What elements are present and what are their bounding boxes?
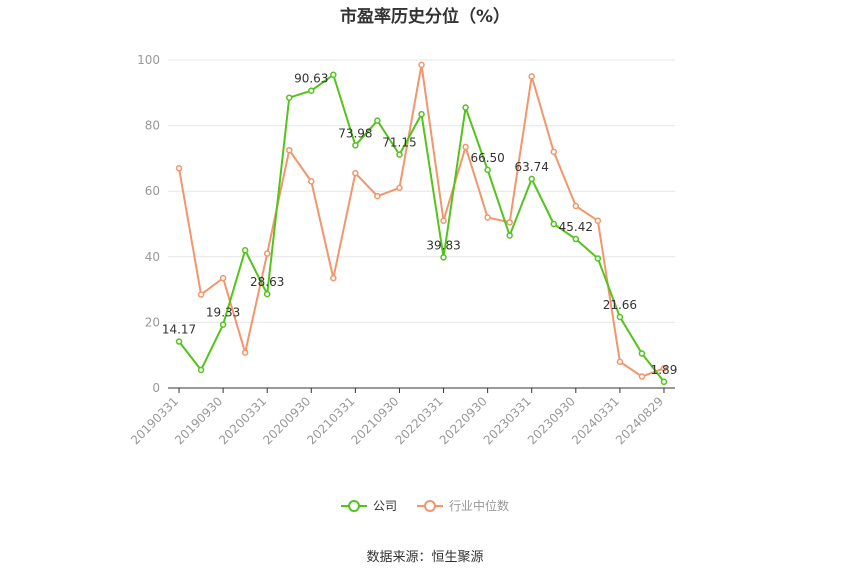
data-point-0: [418, 110, 425, 118]
data-point-1: [550, 148, 558, 156]
data-label: 39.83: [426, 238, 460, 252]
legend-item-industry-median[interactable]: 行业中位数: [417, 497, 509, 514]
data-point-0: [263, 290, 271, 298]
data-label: 19.33: [206, 306, 240, 320]
data-point-0: [241, 246, 249, 254]
data-point-1: [352, 169, 359, 177]
data-point-0: [219, 321, 227, 328]
data-point-1: [528, 73, 535, 80]
data-point-1: [285, 146, 293, 154]
data-point-0: [352, 142, 359, 149]
data-point-0: [197, 366, 205, 374]
legend-swatch-industry-median: [417, 499, 443, 512]
data-point-0: [308, 87, 315, 94]
data-point-1: [462, 143, 469, 151]
legend-label-industry-median: 行业中位数: [449, 499, 510, 513]
legend-swatch-company: [340, 499, 367, 512]
data-source-note: 数据来源：恒生聚源: [366, 550, 484, 565]
chart-title: 市盈率历史分位（%）: [339, 7, 511, 27]
data-point-0: [616, 313, 624, 321]
data-label: 90.63: [294, 72, 328, 86]
data-label: 14.17: [162, 323, 196, 337]
data-point-1: [506, 219, 513, 226]
data-point-1: [440, 217, 447, 224]
legend: 公司 行业中位数: [0, 497, 850, 514]
data-point-1: [638, 373, 646, 380]
y-tick-label: 100: [137, 53, 160, 67]
data-point-1: [616, 358, 624, 366]
data-point-1: [263, 250, 271, 257]
y-tick-label: 80: [145, 119, 160, 133]
data-point-1: [660, 365, 668, 372]
data-label: 45.42: [559, 220, 593, 234]
data-point-0: [484, 166, 491, 174]
data-point-0: [660, 378, 668, 386]
data-point-1: [219, 274, 227, 282]
data-point-1: [396, 184, 403, 192]
data-point-0: [528, 175, 535, 183]
data-point-0: [440, 254, 447, 261]
data-point-0: [330, 71, 337, 79]
data-point-0: [462, 104, 469, 111]
data-point-0: [175, 338, 183, 345]
y-tick-label: 60: [145, 184, 160, 198]
y-tick-label: 0: [152, 381, 160, 395]
data-point-1: [374, 192, 381, 200]
data-point-1: [418, 61, 425, 69]
x-tick-label: 20240829: [613, 394, 666, 447]
data-label: 28.63: [250, 275, 284, 289]
data-point-1: [308, 178, 315, 185]
data-point-1: [241, 349, 249, 356]
data-label: 21.66: [603, 298, 637, 312]
data-label: 73.98: [338, 126, 372, 140]
data-point-1: [572, 202, 580, 210]
data-point-0: [550, 220, 558, 228]
data-point-0: [374, 117, 381, 124]
data-label: 71.15: [382, 136, 416, 150]
data-point-0: [506, 232, 513, 239]
data-label: 66.50: [470, 151, 504, 165]
data-point-0: [396, 151, 403, 158]
legend-item-company[interactable]: 公司: [340, 497, 397, 514]
data-point-1: [484, 214, 491, 221]
legend-label-company: 公司: [372, 499, 397, 513]
y-tick-label: 20: [145, 315, 160, 329]
data-label: 1.89: [651, 363, 678, 377]
data-point-0: [594, 255, 602, 262]
data-point-1: [594, 217, 602, 224]
data-point-1: [330, 274, 337, 282]
y-tick-label: 40: [145, 250, 160, 264]
data-point-0: [285, 94, 293, 101]
data-point-1: [175, 164, 183, 172]
data-point-0: [572, 235, 580, 243]
data-point-0: [638, 350, 646, 357]
data-point-1: [197, 291, 205, 298]
data-label: 63.74: [515, 160, 549, 174]
